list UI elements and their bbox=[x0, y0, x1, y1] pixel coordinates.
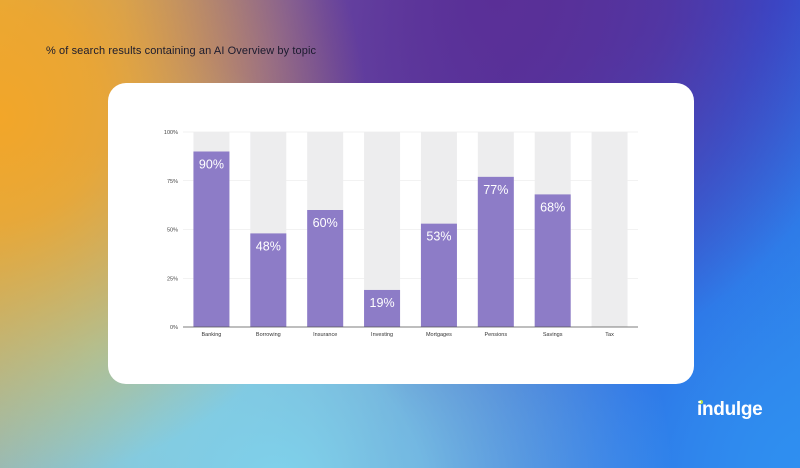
x-tick-label: Tax bbox=[605, 332, 614, 338]
x-tick-label: Borrowing bbox=[256, 332, 281, 338]
x-tick-label: Insurance bbox=[313, 332, 337, 338]
y-tick-label: 0% bbox=[170, 325, 178, 331]
data-label: 53% bbox=[426, 230, 451, 244]
x-tick-label: Mortgages bbox=[426, 332, 452, 338]
y-tick-label: 100% bbox=[164, 130, 178, 136]
chart-heading: % of search results containing an AI Ove… bbox=[46, 45, 317, 57]
y-tick-label: 25% bbox=[167, 276, 178, 282]
chart-card: 0% 25% 50% 75% 100% 90% 48% 60% 19% 53% 77% 68% Ba… bbox=[108, 83, 694, 384]
data-label: 60% bbox=[313, 216, 338, 230]
x-tick-label: Investing bbox=[371, 332, 393, 338]
data-label: 77% bbox=[483, 183, 508, 197]
data-labels: 90% 48% 60% 19% 53% 77% 68% bbox=[199, 158, 565, 310]
data-label: 48% bbox=[256, 239, 281, 253]
bar bbox=[364, 289, 401, 327]
logo-dot bbox=[699, 400, 703, 404]
bar bbox=[420, 223, 457, 327]
bar-chart: 0% 25% 50% 75% 100% 90% 48% 60% 19% 53% 77% 68% Ba… bbox=[164, 130, 638, 338]
bar bbox=[193, 151, 230, 327]
indulge-logo: indulge bbox=[697, 399, 763, 420]
data-label: 90% bbox=[199, 158, 224, 172]
value-bars bbox=[193, 151, 571, 327]
data-label: 68% bbox=[540, 200, 565, 214]
bar bbox=[250, 233, 287, 327]
x-tick-label: Pensions bbox=[484, 332, 507, 338]
x-tick-label: Banking bbox=[201, 332, 221, 338]
x-tick-label: Savings bbox=[543, 332, 563, 338]
bar bbox=[307, 210, 344, 327]
background-bar bbox=[591, 132, 628, 327]
x-axis-ticks: Banking Borrowing Insurance Investing Mortga… bbox=[201, 332, 614, 338]
y-tick-label: 50% bbox=[167, 228, 178, 234]
y-tick-label: 75% bbox=[167, 179, 178, 185]
bar bbox=[477, 176, 514, 327]
y-axis-ticks: 0% 25% 50% 75% 100% bbox=[164, 130, 178, 331]
bar bbox=[534, 194, 571, 327]
data-label: 19% bbox=[370, 296, 395, 310]
